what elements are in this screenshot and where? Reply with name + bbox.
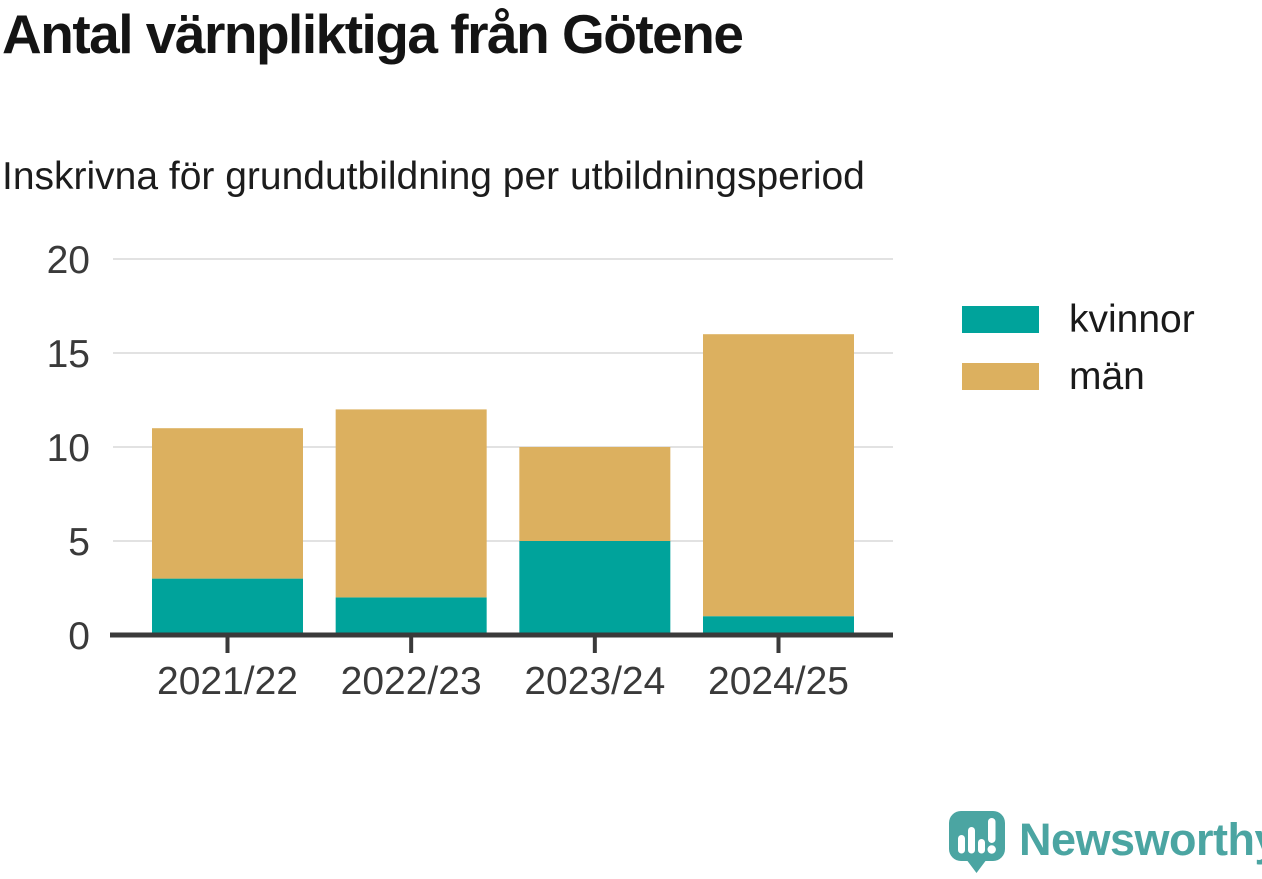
legend-item-kvinnor: kvinnor — [962, 299, 1195, 339]
newsworthy-logo-icon — [949, 811, 1005, 873]
legend-item-man: män — [962, 356, 1195, 396]
chart-subtitle: Inskrivna för grundutbildning per utbild… — [2, 155, 865, 198]
svg-text:15: 15 — [47, 333, 90, 376]
svg-text:20: 20 — [47, 239, 90, 282]
brand-name: Newsworthy — [1019, 814, 1262, 865]
legend-label-kvinnor: kvinnor — [1069, 297, 1195, 341]
svg-text:2023/24: 2023/24 — [524, 660, 665, 703]
svg-text:10: 10 — [47, 427, 90, 470]
svg-text:2024/25: 2024/25 — [708, 660, 849, 703]
legend-swatch-man — [962, 362, 1039, 390]
legend-label-man: män — [1069, 354, 1145, 398]
svg-text:5: 5 — [68, 521, 90, 564]
chart-title: Antal värnpliktiga från Götene — [2, 3, 744, 65]
svg-text:2021/22: 2021/22 — [157, 660, 298, 703]
chart-legend: kvinnor män — [962, 299, 1195, 396]
svg-text:0: 0 — [68, 615, 90, 658]
newsworthy-brand: Newsworthy — [948, 810, 1262, 875]
legend-swatch-kvinnor — [962, 305, 1039, 333]
svg-text:2022/23: 2022/23 — [341, 660, 482, 703]
stacked-bar-chart: 0 5 10 15 20 2021/22 2022/23 2023/24 2024/25 — [47, 239, 893, 703]
